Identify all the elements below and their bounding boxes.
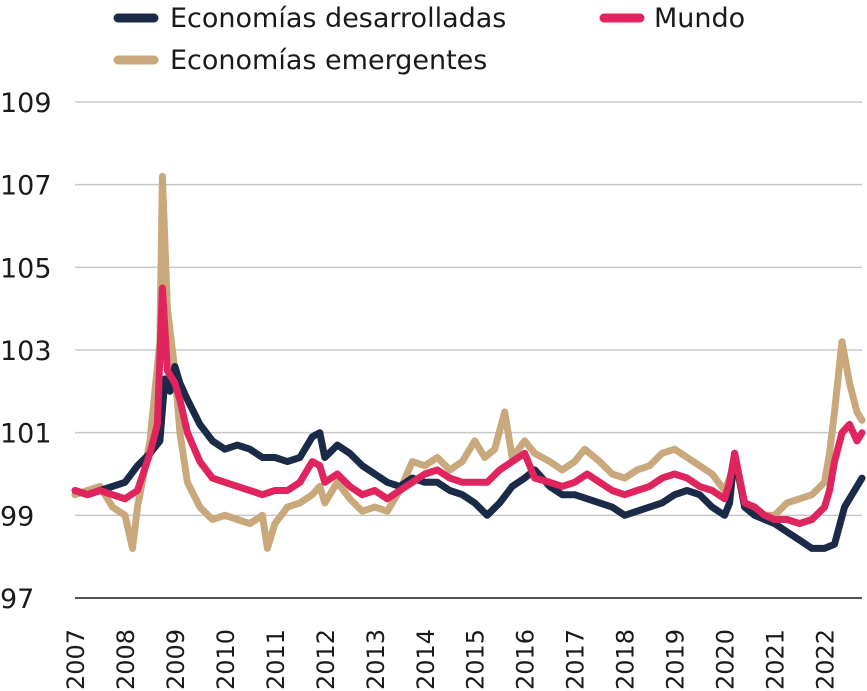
y-tick-label: 109	[0, 88, 52, 119]
y-tick-label: 99	[0, 501, 34, 532]
x-tick-label: 2013	[362, 629, 390, 690]
x-tick-label: 2012	[312, 629, 340, 690]
x-tick-label: 2007	[62, 629, 90, 690]
x-tick-label: 2021	[762, 629, 790, 690]
x-tick-label: 2010	[212, 629, 240, 690]
x-tick-label: 2017	[562, 629, 590, 690]
x-tick-label: 2022	[812, 629, 840, 690]
legend-label-emergentes: Economías emergentes	[170, 45, 487, 76]
x-tick-labels: 2007 2008 2009 2010 2011 2012 2013 2014 2015 2016…	[62, 629, 840, 690]
y-tick-label: 103	[0, 336, 52, 367]
y-tick-label: 101	[0, 419, 52, 450]
y-tick-label: 107	[0, 171, 52, 202]
y-tick-labels: 97 99 101 103 105 107 109	[0, 88, 52, 615]
x-tick-label: 2020	[712, 629, 740, 690]
series-lines	[71, 172, 866, 552]
x-tick-label: 2008	[112, 629, 140, 690]
x-tick-label: 2011	[262, 629, 290, 690]
x-tick-label: 2009	[162, 629, 190, 690]
legend-label-mundo: Mundo	[654, 3, 745, 34]
legend-label-desarrolladas: Economías desarrolladas	[170, 3, 506, 34]
x-tick-label: 2014	[412, 629, 440, 690]
y-tick-label: 97	[0, 584, 34, 615]
x-tick-label: 2015	[462, 629, 490, 690]
x-tick-label: 2016	[512, 629, 540, 690]
y-tick-label: 105	[0, 253, 52, 284]
x-tick-label: 2018	[612, 629, 640, 690]
series-line-mundo	[71, 284, 866, 528]
legend: Economías desarrolladas Mundo Economías em…	[113, 3, 745, 76]
x-tick-label: 2019	[662, 629, 690, 690]
